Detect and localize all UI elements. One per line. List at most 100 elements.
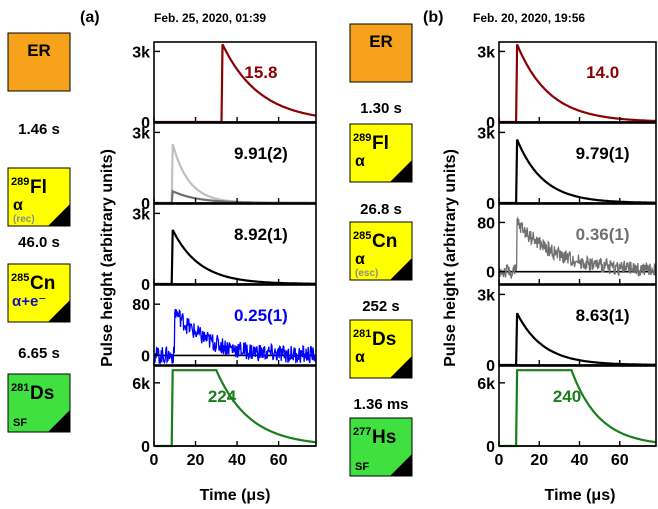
box-symbol: Fl: [372, 133, 389, 154]
pulse-value-label: 15.8: [244, 63, 277, 82]
corner-triangle: [390, 356, 412, 378]
x-tick-label: 0: [150, 452, 159, 469]
y-tick-label: 3k: [132, 206, 150, 223]
box-mass-number: 281: [11, 382, 29, 394]
y-tick-label: 3k: [477, 125, 495, 142]
nuclide-box-er: ER: [7, 32, 71, 92]
pulse-trace: [499, 369, 657, 448]
nuclide-box-fl: 289 Flα(rec): [7, 167, 71, 227]
y-axis-label-b: Pulse height (arbitrary units): [442, 149, 459, 367]
decay-time-label: 26.8 s: [360, 201, 402, 218]
corner-triangle: [48, 300, 70, 322]
x-tick-label: 40: [571, 452, 589, 469]
corner-triangle: [48, 410, 70, 432]
x-tick-label: 60: [611, 452, 629, 469]
pulse-trace: [154, 43, 317, 124]
panel-label-a: (a): [80, 9, 100, 26]
corner-triangle: [48, 204, 70, 226]
box-decay-mode: SF: [355, 461, 369, 473]
box-mass-number: 285: [11, 272, 29, 284]
y-tick-label: 0: [486, 115, 495, 132]
box-symbol: ER: [27, 41, 51, 60]
decay-time-label: 6.65 s: [18, 345, 60, 362]
pulse-subplot: 0 6k 240: [477, 365, 657, 456]
pulse-value-label: 224: [208, 387, 237, 406]
pulse-subplot: 0 6k 224: [132, 365, 317, 456]
subplot-frame: [153, 284, 317, 366]
pulse-trace: [154, 189, 316, 205]
pulse-value-label: 8.92(1): [234, 225, 288, 244]
x-tick-label: 40: [228, 452, 246, 469]
pulse-subplot: 0 3k 9.91(2): [132, 122, 317, 213]
y-tick-label: 0: [141, 439, 150, 456]
y-tick-label: 0: [141, 277, 150, 294]
box-mass-number: 289: [11, 176, 29, 188]
pulse-value-label: 9.91(2): [234, 144, 288, 163]
box-note: (rec): [13, 214, 35, 225]
box-mass-number: 277: [353, 426, 371, 438]
x-tick-label: 60: [270, 452, 288, 469]
decay-chain-a: ER 289 Flα(rec) 285 Cnα+e⁻ 281 Ds SF 1.46 s 46.0 …: [7, 32, 71, 433]
x-axis-label-a: Time (μs): [200, 487, 271, 504]
box-symbol: Hs: [372, 427, 396, 448]
y-tick-label: 6k: [477, 376, 495, 393]
y-axis-label-a: Pulse height (arbitrary units): [99, 149, 116, 367]
box-decay-mode: α: [355, 153, 365, 170]
nuclide-box-cn: 285 Cnα(esc): [349, 221, 413, 281]
panel-date-a: Feb. 25, 2020, 01:39: [154, 11, 266, 25]
box-decay-mode: α: [355, 251, 365, 268]
y-tick-label: 0: [486, 196, 495, 213]
pulse-trace: [499, 139, 656, 205]
box-background: [7, 32, 71, 92]
y-tick-label: 3k: [477, 44, 495, 61]
box-mass-number: 281: [353, 328, 371, 340]
x-tick-label: 20: [530, 452, 548, 469]
nuclide-box-hs: 277 Hs SF: [349, 417, 413, 477]
subplot-frame: [498, 365, 657, 447]
box-mass-number: 289: [353, 132, 371, 144]
corner-triangle: [390, 454, 412, 476]
pulse-subplot: 0 80 0.25(1): [132, 284, 317, 366]
pulse-subplot: 0 80 0.36(1): [477, 203, 657, 285]
subplot-frame: [498, 284, 657, 366]
y-tick-label: 0: [141, 348, 150, 365]
pulse-trace: [499, 43, 657, 124]
decay-time-label: 1.36 ms: [353, 396, 408, 413]
pulse-subplot: 0 3k 8.63(1): [477, 284, 657, 375]
subplot-frame: [498, 41, 657, 123]
box-decay-mode: α+e⁻: [12, 293, 46, 310]
box-symbol: Cn: [30, 273, 55, 294]
pulse-trace: [498, 216, 657, 279]
pulse-value-label: 8.63(1): [576, 306, 630, 325]
panel-label-b: (b): [423, 9, 443, 26]
pulse-value-label: 9.79(1): [576, 144, 630, 163]
y-tick-label: 0: [141, 196, 150, 213]
box-background: [349, 23, 413, 83]
subplot-frame: [498, 203, 657, 285]
subplot-frame: [153, 203, 317, 285]
plot-panel-a: 03k15.803k9.91(2)03k8.92(1)0800.25(1)06k…: [132, 41, 317, 469]
y-tick-label: 6k: [132, 376, 150, 393]
x-axis-label-b: Time (μs): [545, 487, 616, 504]
box-symbol: Cn: [372, 231, 397, 252]
box-symbol: Fl: [30, 177, 47, 198]
box-decay-mode: α: [13, 197, 23, 214]
box-background: [349, 221, 413, 281]
nuclide-box-cn: 285 Cnα+e⁻: [7, 263, 71, 323]
corner-triangle: [390, 258, 412, 280]
nuclide-box-ds: 281 Ds SF: [7, 373, 71, 433]
panel-date-b: Feb. 20, 2020, 19:56: [473, 11, 585, 25]
y-tick-label: 0: [486, 265, 495, 282]
box-symbol: Ds: [30, 383, 54, 404]
y-tick-label: 3k: [477, 287, 495, 304]
pulse-value-label: 0.36(1): [576, 225, 630, 244]
box-decay-mode: SF: [13, 417, 27, 429]
x-tick-label: 20: [187, 452, 205, 469]
decay-time-label: 1.30 s: [360, 100, 402, 117]
pulse-subplot: 0 3k 8.92(1): [132, 203, 317, 294]
y-tick-label: 0: [486, 358, 495, 375]
box-symbol: Ds: [372, 329, 396, 350]
pulse-subplot: 0 3k 14.0: [477, 41, 657, 132]
decay-time-label: 1.46 s: [18, 121, 60, 138]
